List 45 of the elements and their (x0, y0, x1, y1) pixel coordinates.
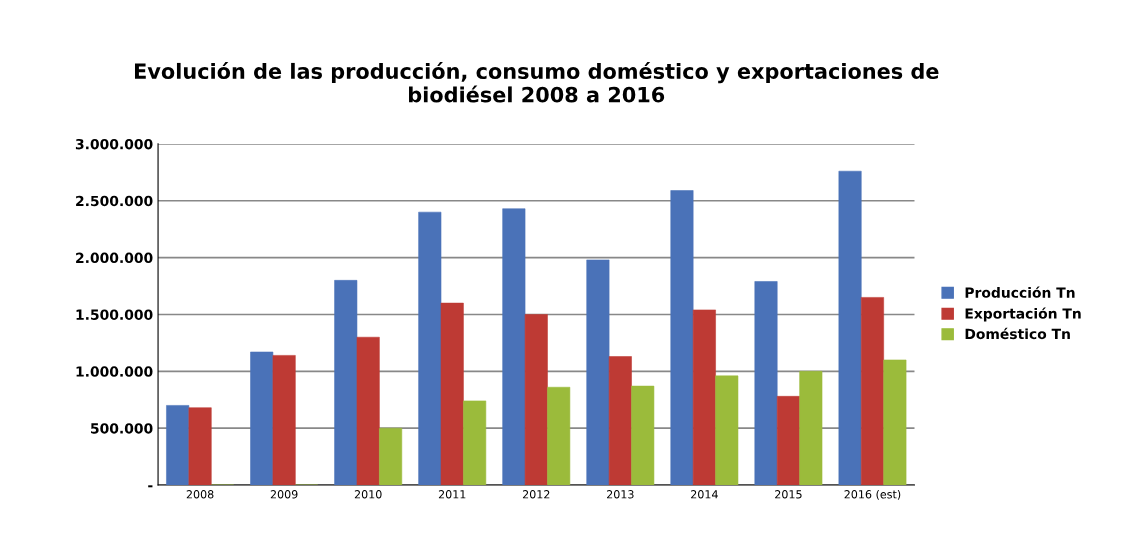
bar (250, 351, 274, 486)
bar (715, 375, 739, 486)
bar (838, 170, 862, 486)
x-tick-label: 2012 (522, 490, 550, 499)
bar (356, 336, 380, 486)
chart-title: Evolución de las producción, consumo doméstico y exportaciones de biodiésel 2008 a 2016 (135, 62, 939, 103)
x-tick-label: 2008 (186, 490, 214, 499)
x-tick-label: 2011 (438, 490, 466, 499)
bar (754, 281, 778, 486)
y-tick-label: 2.000.000 (76, 252, 153, 264)
bar (440, 302, 464, 486)
y-tick-label: 3.000.000 (75, 138, 153, 150)
y-tick-label: 1.500.000 (76, 309, 153, 320)
x-tick-label: 2016 (est) (844, 489, 901, 500)
x-tick-label: 2015 (775, 490, 802, 499)
bar (692, 309, 716, 486)
bar (334, 280, 358, 486)
y-tick-label: 500.000 (91, 423, 153, 434)
legend-label: Producción Tn (965, 286, 1075, 298)
legend-label: Exportación Tn (965, 307, 1081, 322)
x-tick-label: 2009 (270, 490, 298, 499)
x-tick-label: 2013 (607, 490, 634, 499)
bar (586, 259, 610, 486)
legend-label: Doméstico Tn (965, 327, 1070, 340)
bar (860, 297, 884, 486)
bar (379, 427, 403, 486)
bar (631, 385, 655, 486)
bar (670, 190, 694, 486)
bar (418, 211, 442, 486)
bar (272, 355, 296, 486)
bar (502, 208, 526, 486)
bar (463, 400, 487, 486)
bar (608, 356, 632, 486)
bar (524, 314, 548, 486)
bar (547, 386, 571, 486)
x-tick-label: 2014 (691, 490, 718, 499)
y-tick-label: 2.500.000 (76, 195, 153, 207)
bar (776, 396, 800, 486)
bar (799, 371, 823, 486)
x-tick-label: 2010 (354, 490, 382, 499)
y-tick-label: 1.000.000 (76, 366, 153, 377)
bar (166, 405, 190, 486)
y-tick-label: - (148, 485, 153, 488)
bar (883, 359, 907, 486)
bar (188, 407, 212, 486)
